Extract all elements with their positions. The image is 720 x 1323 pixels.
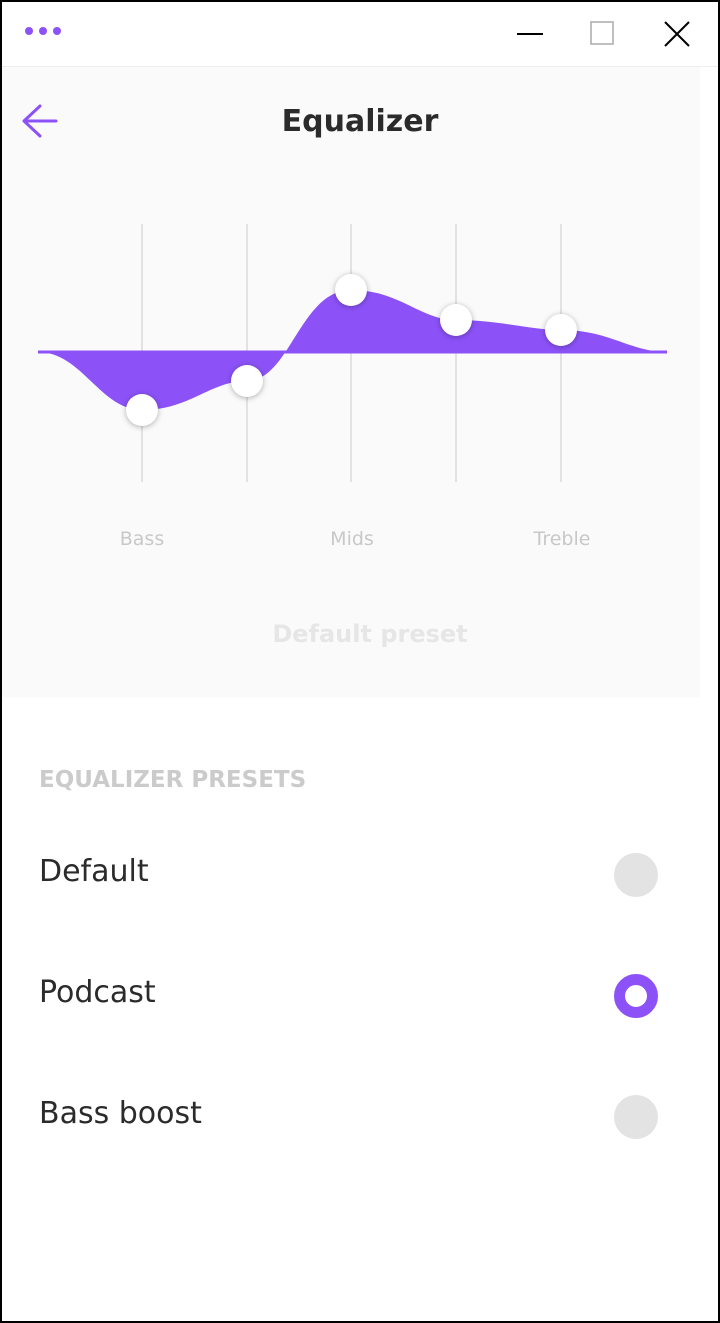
maximize[interactable] [590,21,614,45]
menu-dots[interactable] [25,27,61,35]
back-button[interactable] [22,104,58,138]
preset-radio[interactable] [614,1095,658,1139]
title-bar [2,2,718,67]
slider-knobs[interactable] [126,274,577,426]
band-label: Mids [330,528,374,550]
page-title: Equalizer [281,104,439,139]
preset-radio[interactable] [614,853,658,897]
preset-label[interactable]: Default [39,854,149,889]
band-label: Bass [119,528,165,550]
preset-label[interactable]: Podcast [39,975,156,1010]
preset-label[interactable]: Bass boost [39,1096,202,1131]
equalizer-graph [38,224,667,482]
header-icons [22,104,58,138]
close[interactable] [664,21,690,47]
section-heading: EQUALIZER PRESETS [39,767,307,793]
band-label: Treble [533,528,591,550]
preset-name: Default preset [272,620,468,648]
window-controls [25,21,690,47]
preset-radio[interactable] [614,974,658,1018]
eq-curve [38,290,667,410]
